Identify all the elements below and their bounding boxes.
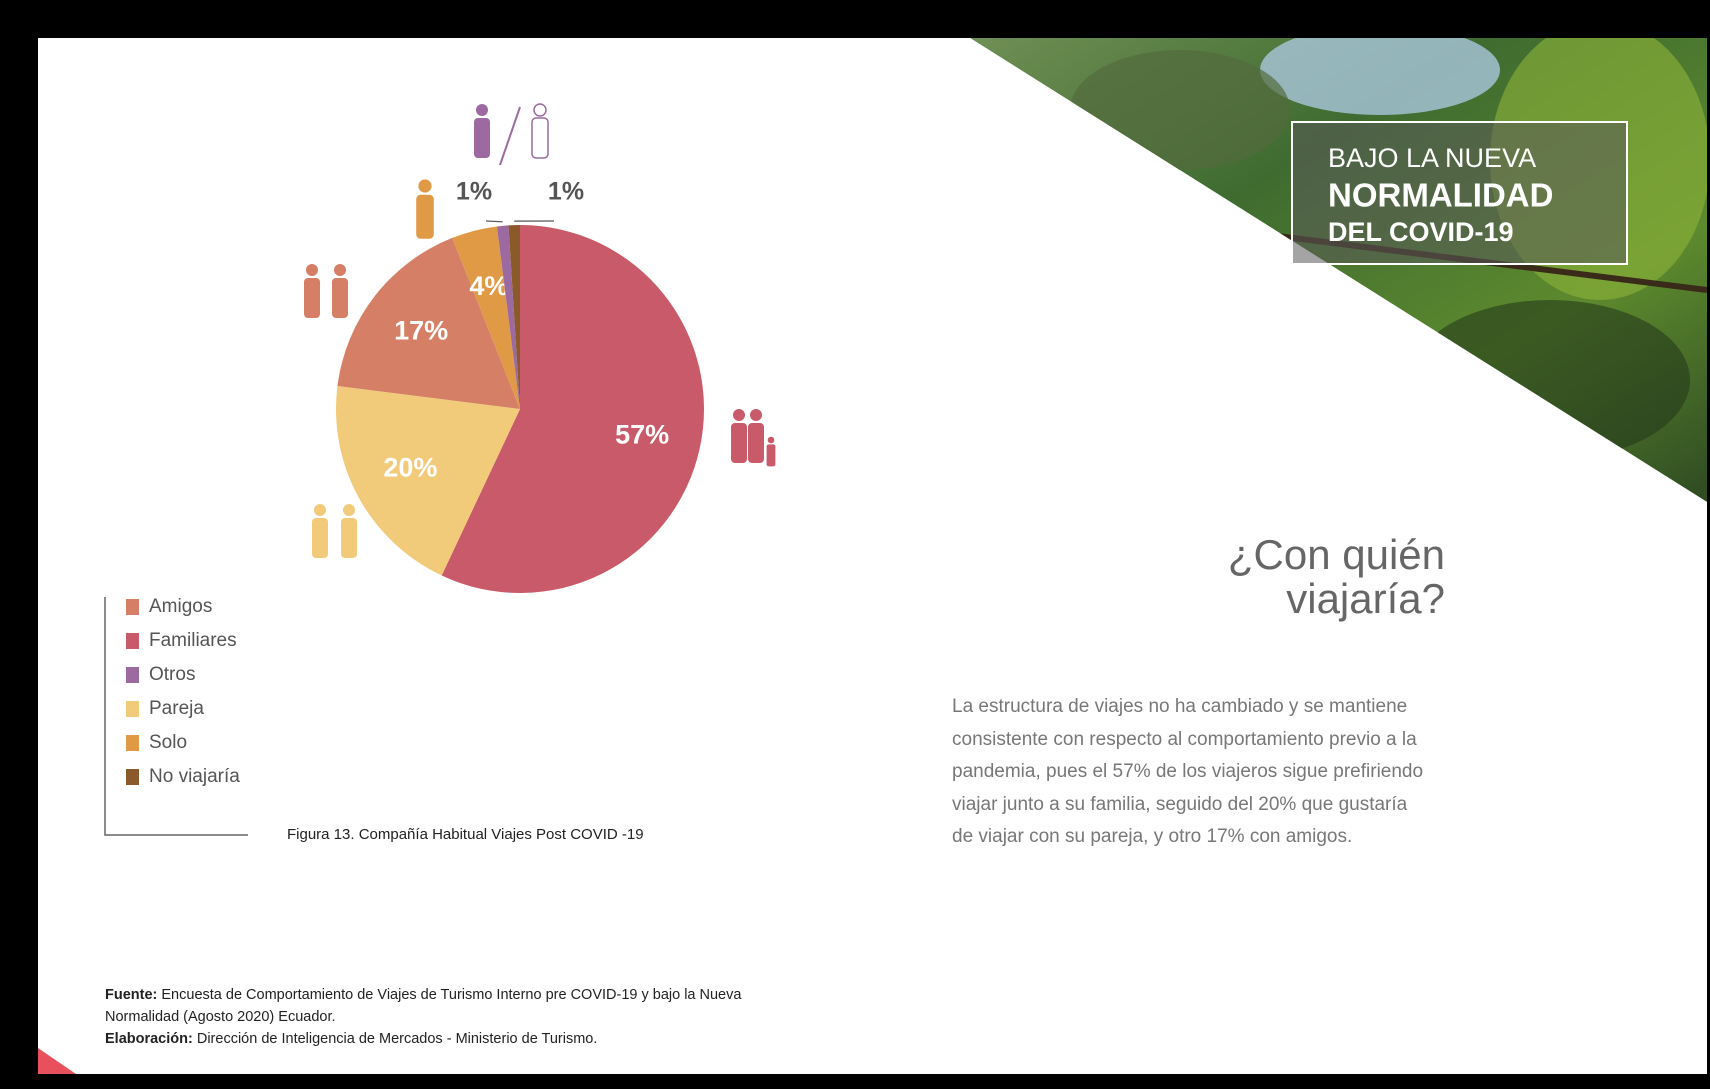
paragraph-line: consistente con respecto al comportamien…	[952, 729, 1417, 750]
person-icon	[532, 118, 548, 158]
source-line: Normalidad (Agosto 2020) Ecuador.	[105, 1009, 336, 1025]
person-icon	[334, 264, 346, 276]
person-icon	[332, 278, 348, 318]
person-icon	[418, 179, 431, 192]
heading: viajaría?	[1286, 575, 1445, 622]
banner-text: DEL COVID-19	[1328, 217, 1514, 247]
person-icon	[733, 409, 745, 421]
paragraph-line: pandemia, pues el 57% de los viajeros si…	[952, 761, 1423, 782]
source-line: Elaboración: Dirección de Inteligencia d…	[105, 1031, 597, 1047]
legend-label: Familiares	[149, 630, 237, 651]
document-page: BAJO LA NUEVA NORMALIDAD DEL COVID-19 ¿C…	[0, 0, 1710, 1089]
person-icon	[341, 518, 357, 558]
legend-label: No viajaría	[149, 766, 240, 787]
legend-label: Solo	[149, 732, 187, 753]
person-icon	[748, 423, 764, 463]
person-icon	[731, 423, 747, 463]
person-icon	[312, 518, 328, 558]
person-icon	[474, 118, 490, 158]
person-icon	[750, 409, 762, 421]
data-label: 57%	[615, 419, 669, 449]
legend-swatch	[126, 667, 139, 683]
heading: ¿Con quién	[1228, 531, 1445, 578]
legend-swatch	[126, 633, 139, 649]
person-icon	[343, 504, 355, 516]
legend-swatch	[126, 735, 139, 751]
person-icon	[768, 437, 775, 444]
legend-label: Otros	[149, 664, 195, 685]
banner-text: NORMALIDAD	[1328, 177, 1553, 214]
person-icon	[314, 504, 326, 516]
person-icon	[767, 444, 776, 466]
legend-label: Amigos	[149, 596, 212, 617]
banner-text: BAJO LA NUEVA	[1328, 143, 1536, 173]
legend-swatch	[126, 599, 139, 615]
person-icon	[476, 104, 488, 116]
data-label: 1%	[456, 178, 492, 206]
legend-swatch	[126, 701, 139, 717]
leader-line	[486, 221, 503, 222]
caption: Figura 13. Compañía Habitual Viajes Post…	[287, 826, 644, 843]
data-label: 1%	[548, 178, 584, 206]
paragraph-line: La estructura de viajes no ha cambiado y…	[952, 696, 1407, 717]
legend-swatch	[126, 769, 139, 785]
legend-label: Pareja	[149, 698, 204, 719]
data-label: 17%	[394, 315, 448, 345]
data-label: 4%	[469, 271, 508, 301]
source-line: Fuente: Encuesta de Comportamiento de Vi…	[105, 987, 742, 1003]
page: {"banner": {"line1": "BAJO LA NUEVA", "l…	[0, 0, 1710, 1089]
paragraph-line: de viajar con su pareja, y otro 17% con …	[952, 826, 1352, 847]
person-icon	[416, 195, 434, 239]
person-icon	[306, 264, 318, 276]
paragraph-line: viajar junto a su familia, seguido del 2…	[952, 794, 1408, 815]
person-icon	[304, 278, 320, 318]
data-label: 20%	[383, 452, 437, 482]
